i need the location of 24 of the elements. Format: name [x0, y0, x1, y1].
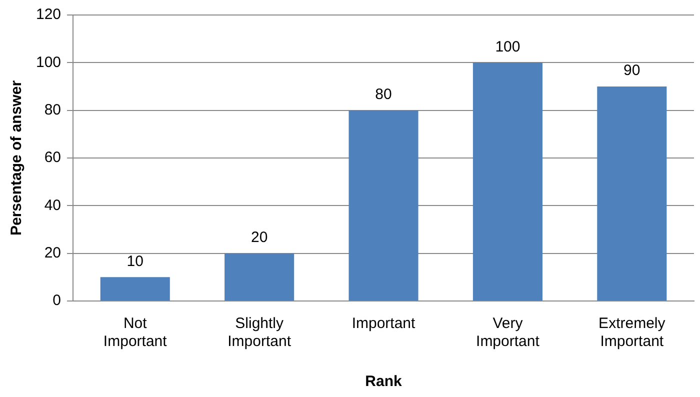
data-label: 100 — [495, 38, 520, 56]
y-tick-label: 60 — [44, 149, 62, 166]
data-label: 20 — [250, 228, 268, 246]
y-tick-label: 0 — [52, 292, 62, 310]
y-tick-label: 100 — [36, 54, 62, 71]
y-tick-label: 20 — [44, 244, 62, 262]
bar — [348, 110, 418, 300]
bar — [597, 86, 667, 300]
x-tick-label: Extremely Important — [598, 315, 666, 350]
bar — [100, 277, 170, 300]
x-tick-label: Not Important — [103, 315, 168, 350]
data-label: 90 — [624, 62, 640, 80]
data-label: 80 — [375, 86, 392, 103]
bar — [472, 62, 542, 300]
y-axis-title: Persentage of answer — [8, 80, 26, 236]
x-axis-title: Rank — [365, 373, 403, 390]
x-tick-label: Slightly Important — [228, 315, 292, 350]
x-tick-label: Very Important — [476, 315, 540, 350]
x-tick-label: Important — [352, 315, 416, 332]
bar — [224, 253, 294, 300]
y-tick-label: 40 — [44, 196, 62, 214]
y-tick-label: 120 — [36, 6, 62, 24]
data-label: 10 — [126, 252, 144, 270]
y-tick-label: 80 — [44, 101, 62, 118]
